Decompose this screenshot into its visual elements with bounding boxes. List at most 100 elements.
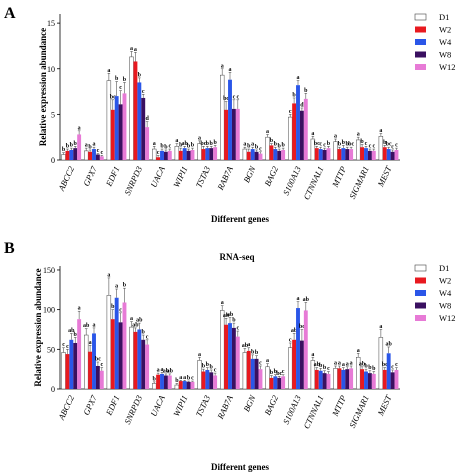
significance-label: b <box>360 139 364 145</box>
bar-d1-uaca <box>152 148 157 161</box>
bar-w8-wipi1 <box>186 381 191 389</box>
legend-swatch-d1 <box>414 13 427 21</box>
x-tick-label: S100A13 <box>281 394 303 426</box>
bar-w8-mttp <box>345 369 350 389</box>
significance-label: c <box>100 362 103 368</box>
bar-w4-tsta3 <box>205 369 210 389</box>
legend-swatch-w4 <box>415 290 426 296</box>
significance-label: b <box>74 332 78 338</box>
significance-label: b <box>364 364 368 370</box>
x-tick-label: SNRPD3 <box>122 394 144 426</box>
legend-label-w12: W12 <box>439 62 456 72</box>
bar-w12-bgn <box>258 153 263 160</box>
significance-label: b <box>164 144 168 150</box>
significance-label: c <box>259 360 262 366</box>
significance-label: b <box>210 141 214 147</box>
significance-label: b <box>346 142 350 148</box>
x-tick-label: MTTP <box>329 165 348 190</box>
bar-w8-bag2 <box>277 377 282 389</box>
bar-w12-wipi1 <box>190 149 195 160</box>
significance-label: b <box>372 366 376 372</box>
x-tick-label: MEST <box>375 163 394 189</box>
bar-w4-gpx7 <box>92 333 96 389</box>
bar-w12-mttp <box>349 368 354 389</box>
x-tick-label: MEST <box>375 392 394 418</box>
bar-w4-rab7a <box>228 79 232 160</box>
bar-w8-mest <box>390 372 395 389</box>
bar-w12-abcc2 <box>77 319 82 389</box>
significance-label: bc <box>348 142 354 148</box>
significance-label: ab <box>359 361 366 367</box>
significance-label: c <box>395 362 398 368</box>
bar-w8-s100a13 <box>299 340 304 389</box>
bar-d1-bgn <box>242 352 248 390</box>
y-tick-label: 0 <box>51 156 55 165</box>
legend-label-d1: D1 <box>439 12 449 22</box>
legend-swatch-w2 <box>415 26 426 33</box>
bar-w12-snrpd3 <box>145 127 150 160</box>
significance-label: b <box>210 364 214 370</box>
significance-label: a <box>93 322 96 328</box>
bar-d1-edf1 <box>106 80 112 161</box>
significance-label: ab <box>385 341 392 347</box>
significance-label: bc <box>223 96 229 102</box>
legend-label-w2: W2 <box>439 276 451 286</box>
bar-w4-wipi1 <box>182 148 187 160</box>
significance-label: c <box>319 142 322 148</box>
significance-label: b <box>187 376 191 382</box>
significance-label: a <box>334 360 337 366</box>
significance-label: a <box>107 272 110 278</box>
bar-w4-s100a13 <box>296 308 300 389</box>
bar-w2-sigmar1 <box>360 147 365 160</box>
significance-label: c <box>100 150 103 156</box>
legend-swatch-d1 <box>414 264 427 272</box>
significance-label: a <box>357 132 360 138</box>
bar-w2-uaca <box>156 374 161 389</box>
bar-w8-rab7a <box>231 108 236 160</box>
significance-label: a <box>346 361 349 367</box>
x-tick-label: WIPI1 <box>171 165 189 189</box>
bar-w2-gpx7 <box>88 151 93 160</box>
significance-label: a <box>297 296 300 302</box>
bar-w12-snrpd3 <box>145 344 150 389</box>
x-tick-label: BGN <box>241 163 258 184</box>
significance-label: c <box>191 376 194 382</box>
bar-w4-edf1 <box>114 96 119 160</box>
bar-w12-ctnnal1 <box>326 148 331 160</box>
significance-label: b <box>213 140 217 146</box>
bar-w2-rab7a <box>224 109 229 160</box>
significance-label: a <box>243 142 246 148</box>
legend-label-w4: W4 <box>439 288 452 298</box>
bar-w12-abcc2 <box>77 134 82 160</box>
significance-label: b <box>255 350 259 356</box>
x-tick-label: BAG2 <box>262 164 280 188</box>
legend-label-w2: W2 <box>439 25 451 35</box>
significance-label: b <box>292 92 296 98</box>
bar-w4-tsta3 <box>205 148 210 160</box>
bar-w8-sigmar1 <box>367 373 372 389</box>
bar-w4-rab7a <box>228 323 232 389</box>
legend-swatch-w8 <box>415 51 426 58</box>
significance-label: c <box>119 307 122 313</box>
significance-label: b <box>232 318 236 324</box>
significance-label: a <box>357 348 360 354</box>
bar-w4-gpx7 <box>92 149 96 160</box>
significance-label: ab <box>242 343 249 349</box>
bar-w2-s100a13 <box>292 103 297 160</box>
bar-w12-sigmar1 <box>371 373 376 389</box>
significance-label: c <box>289 109 292 115</box>
bar-w8-snrpd3 <box>141 97 146 160</box>
bar-w8-s100a13 <box>299 110 304 160</box>
y-tick-label: 15 <box>47 19 55 28</box>
bar-w12-edf1 <box>122 302 127 389</box>
panel-letter: B <box>4 240 15 257</box>
bar-w8-bag2 <box>277 150 282 160</box>
bar-w4-uaca <box>160 373 164 389</box>
significance-label: c <box>236 326 239 332</box>
bar-d1-snrpd3 <box>129 326 134 390</box>
significance-label: b <box>88 144 92 150</box>
significance-label: bc <box>95 357 101 363</box>
bar-w4-mest <box>386 149 391 160</box>
bar-d1-wipi1 <box>174 384 180 390</box>
